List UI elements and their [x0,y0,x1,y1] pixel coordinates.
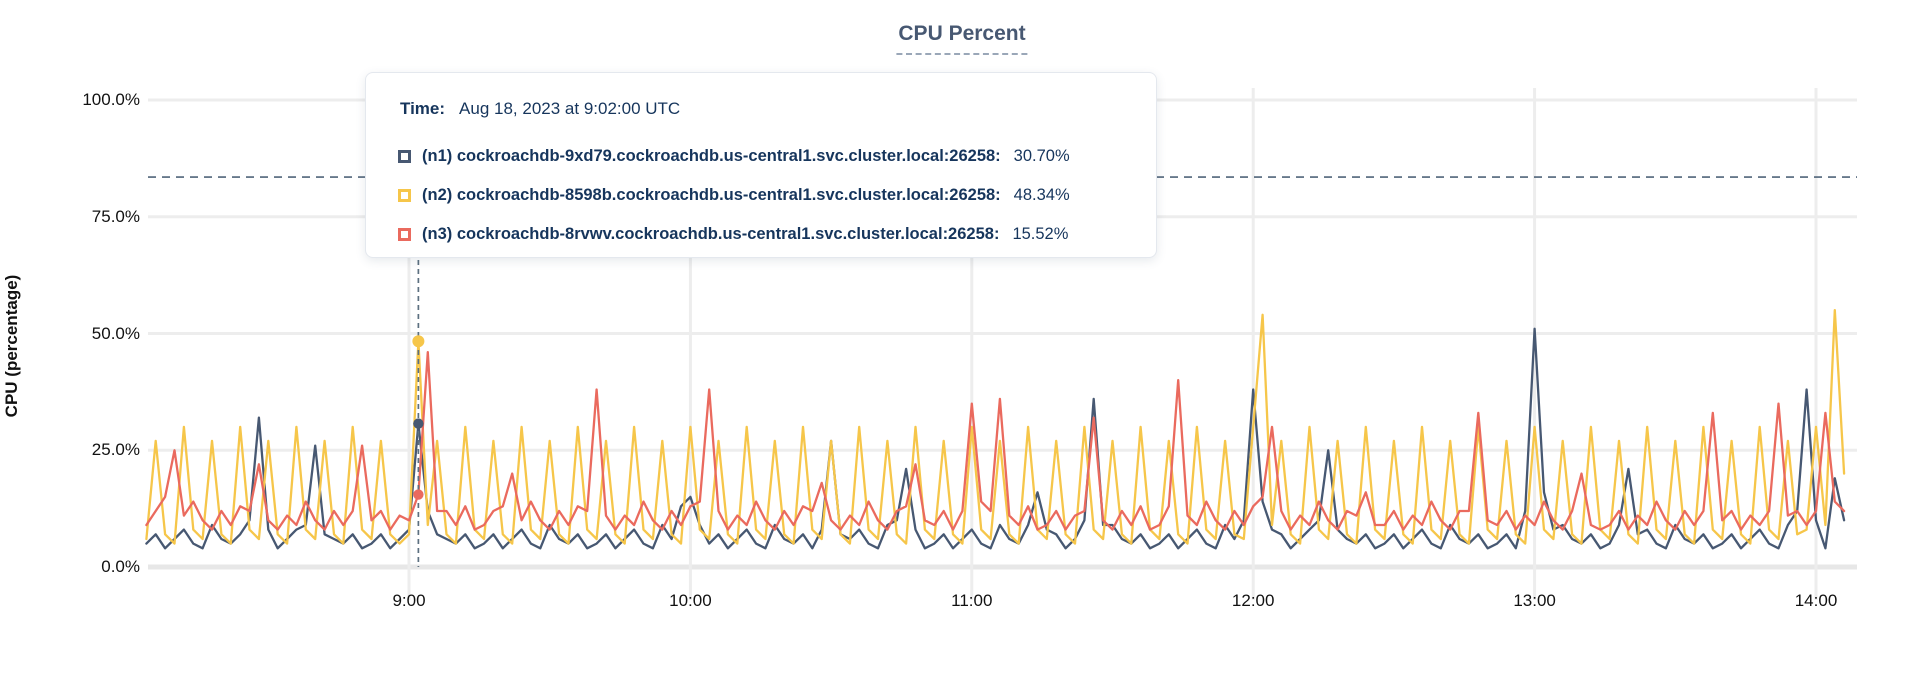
series-n2-swatch-icon [398,189,411,202]
y-tick-label-75.0%: 75.0% [91,206,140,226]
tooltip-row-n1: (n1) cockroachdb-9xd79.cockroachdb.us-ce… [398,137,1126,176]
x-tick-label-10:00: 10:00 [669,591,712,610]
x-tick-label-11:00: 11:00 [951,591,993,610]
tooltip-n3-label: (n3) cockroachdb-8rvwv.cockroachdb.us-ce… [422,225,1000,243]
tooltip-row-n2: (n2) cockroachdb-8598b.cockroachdb.us-ce… [398,176,1126,215]
chart-title[interactable]: CPU Percent [896,22,1028,55]
tooltip-time-label: Time: [400,99,446,118]
x-tick-label-14:00: 14:00 [1794,591,1838,610]
series-n1-swatch-icon [398,150,411,163]
crosshair-dot-n2 [412,335,425,348]
tooltip-time-row: Time: Aug 18, 2023 at 9:02:00 UTC [400,99,1126,119]
y-tick-label-100.0%: 100.0% [82,90,140,109]
tooltip-n1-value: 30.70% [1013,147,1070,165]
chart-hover-tooltip: Time: Aug 18, 2023 at 9:02:00 UTC (n1) c… [365,72,1157,258]
crosshair-dot-n3 [413,489,424,500]
y-tick-label-0.0%: 0.0% [101,557,140,576]
y-tick-label-50.0%: 50.0% [91,323,140,343]
series-n3-swatch-icon [398,228,411,241]
tooltip-row-n3: (n3) cockroachdb-8rvwv.cockroachdb.us-ce… [398,215,1126,254]
x-tick-label-12:00: 12:00 [1231,591,1275,610]
tooltip-n1-label: (n1) cockroachdb-9xd79.cockroachdb.us-ce… [422,147,1001,165]
x-tick-label-9:00: 9:00 [392,591,426,610]
tooltip-n2-label: (n2) cockroachdb-8598b.cockroachdb.us-ce… [422,186,1001,204]
crosshair-dot-n1 [413,418,424,429]
series-line-n3 [145,351,1846,531]
tooltip-n2-value: 48.34% [1013,186,1070,204]
tooltip-n3-value: 15.52% [1012,225,1069,243]
tooltip-time-value: Aug 18, 2023 at 9:02:00 UTC [459,99,681,118]
y-tick-label-25.0%: 25.0% [91,440,140,460]
series-line-n2 [145,308,1846,545]
x-tick-label-13:00: 13:00 [1513,591,1556,610]
